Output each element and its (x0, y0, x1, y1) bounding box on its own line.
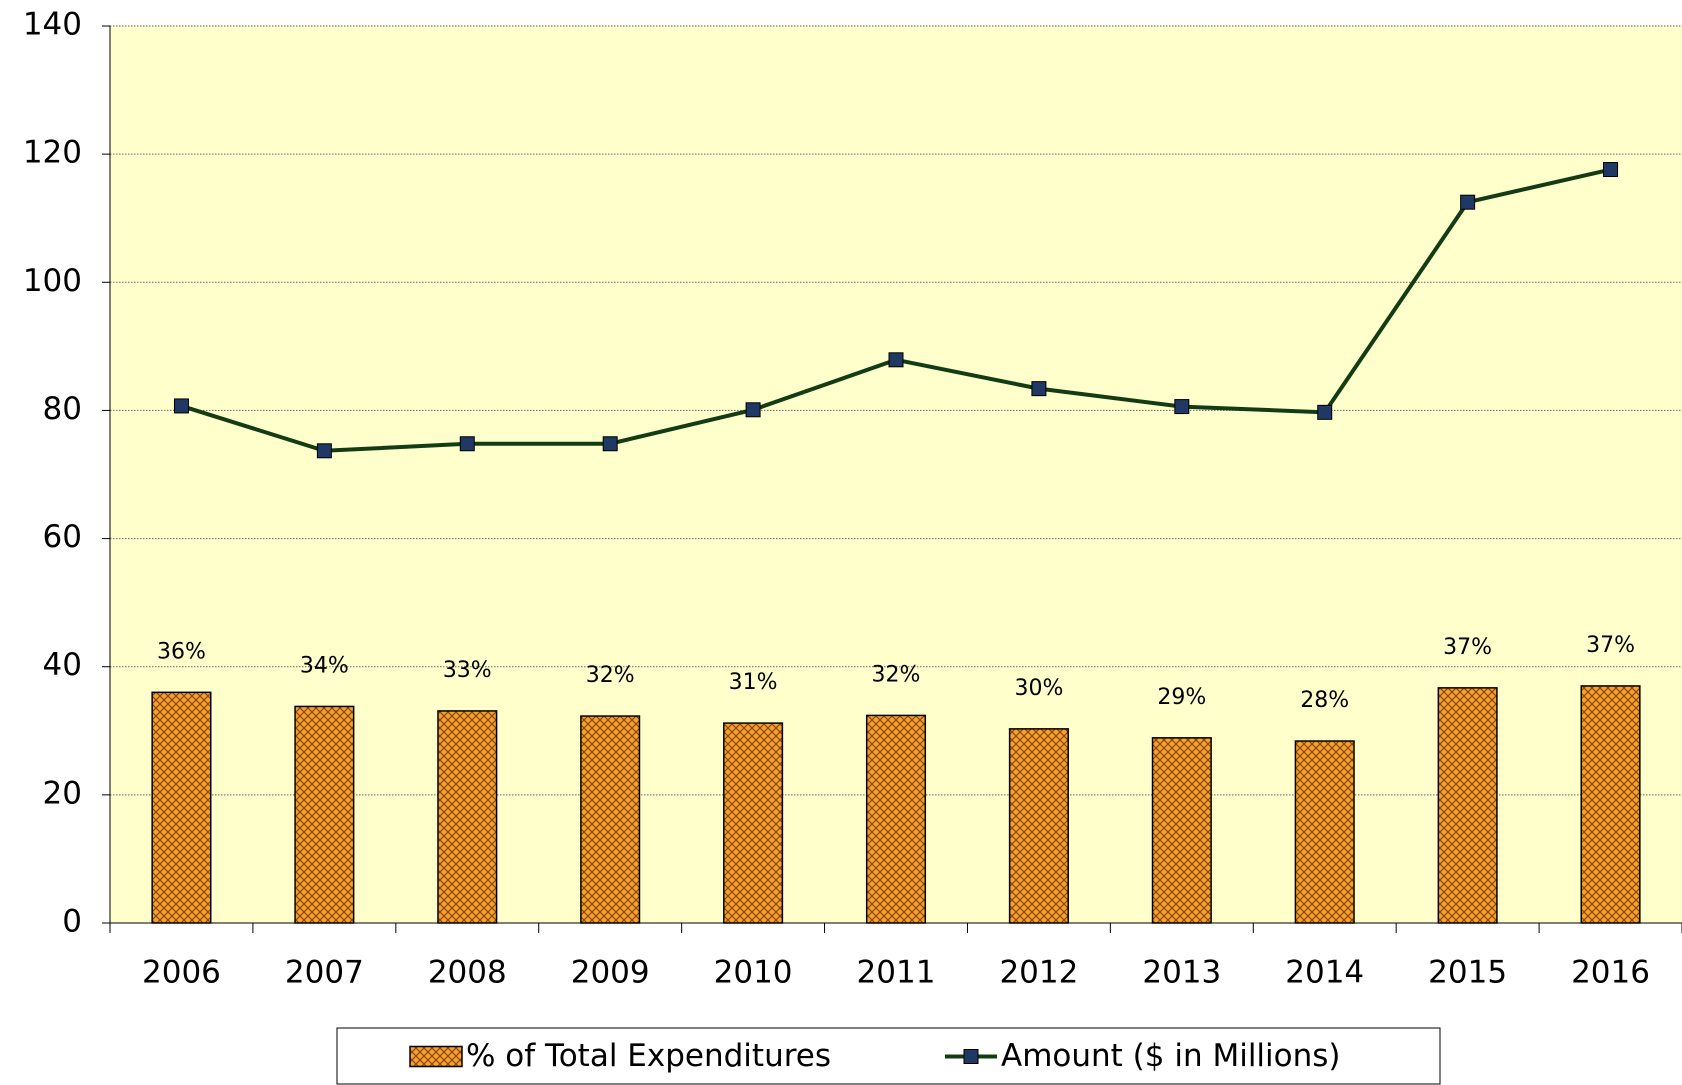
data-label: 34% (300, 653, 349, 678)
y-tick-label: 0 (62, 904, 82, 940)
y-tick-label: 100 (23, 263, 82, 299)
legend-label: Amount ($ in Millions) (1001, 1038, 1341, 1074)
x-tick-label: 2013 (1142, 955, 1221, 991)
data-label: 30% (1014, 676, 1063, 701)
marker (316, 443, 332, 459)
y-tick-label: 140 (23, 7, 82, 43)
data-label: 32% (872, 662, 921, 687)
x-tick-label: 2012 (999, 955, 1078, 991)
marker (1317, 404, 1333, 420)
data-label: 37% (1586, 633, 1635, 658)
y-tick-label: 120 (23, 135, 82, 171)
bar (580, 715, 641, 924)
bar (1437, 687, 1498, 924)
bar (1151, 737, 1212, 924)
data-label: 31% (729, 670, 778, 695)
x-tick-label: 2008 (428, 955, 507, 991)
data-label: 36% (157, 639, 206, 664)
data-label: 37% (1443, 635, 1492, 660)
y-tick-label: 40 (43, 647, 82, 683)
data-label: 29% (1157, 685, 1206, 710)
marker (888, 352, 904, 368)
data-label: 32% (586, 663, 635, 688)
bar (294, 705, 355, 924)
bar (437, 710, 498, 924)
bar (723, 722, 784, 924)
x-tick-label: 2014 (1285, 955, 1364, 991)
marker (1031, 381, 1047, 397)
x-tick-label: 2010 (714, 955, 793, 991)
y-tick-label: 80 (43, 391, 82, 427)
x-tick-label: 2009 (571, 955, 650, 991)
legend-box (336, 1027, 1441, 1085)
bar (1008, 728, 1069, 924)
x-tick-label: 2015 (1428, 955, 1507, 991)
x-tick-label: 2006 (142, 955, 221, 991)
legend-label: % of Total Expenditures (466, 1038, 831, 1074)
marker (1460, 194, 1476, 210)
y-tick-label: 60 (43, 519, 82, 555)
y-tick-label: 20 (43, 775, 82, 811)
x-tick-label: 2007 (285, 955, 364, 991)
bar (1294, 740, 1355, 924)
marker (602, 436, 618, 452)
marker (459, 436, 475, 452)
marker (173, 398, 189, 414)
marker (745, 402, 761, 418)
data-label: 28% (1300, 688, 1349, 713)
marker (1603, 162, 1619, 178)
legend-marker (963, 1049, 979, 1064)
bar (865, 714, 927, 924)
data-label: 33% (443, 658, 492, 683)
x-tick-label: 2011 (857, 955, 936, 991)
legend-swatch (409, 1045, 463, 1068)
bar (151, 691, 212, 924)
marker (1174, 399, 1190, 415)
bar (1580, 685, 1641, 924)
x-tick-label: 2016 (1571, 955, 1650, 991)
